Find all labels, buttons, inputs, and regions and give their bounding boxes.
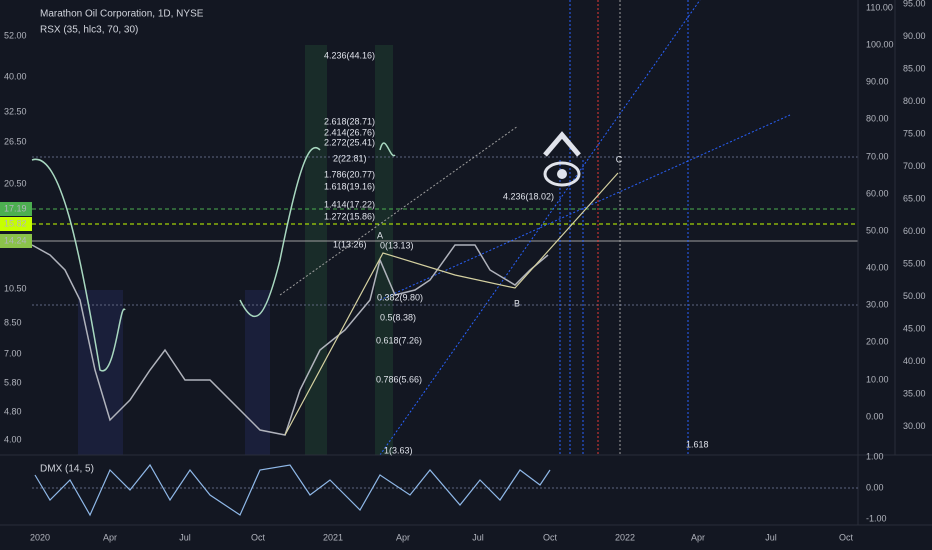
- eye-icon: [543, 161, 581, 187]
- labels: 52.00 40.00 32.50 26.50 20.50 17.19 15.82 14.24…: [4, 0, 926, 542]
- fib-label: 2(22.81): [333, 153, 367, 163]
- wave-point: B: [514, 298, 520, 308]
- price-label: 7.00: [4, 348, 22, 358]
- right-label: 45.00: [903, 323, 926, 333]
- price-label: 26.50: [4, 136, 27, 146]
- fib-label: 2.414(26.76): [324, 127, 375, 137]
- price-label: 10.50: [4, 283, 27, 293]
- indicator-label: RSX (35, hlc3, 70, 30): [40, 25, 138, 36]
- time-label: Apr: [103, 532, 117, 542]
- dmx-label: 1.00: [866, 451, 884, 461]
- rsx-label: 50.00: [866, 225, 889, 235]
- time-label: 2022: [615, 532, 635, 542]
- right-label: 90.00: [903, 31, 926, 41]
- price-label: 14.24: [4, 235, 27, 245]
- fib-label: 1.414(17.22): [324, 199, 375, 209]
- time-label: Oct: [251, 532, 266, 542]
- zone: [305, 45, 327, 455]
- time-label: Jul: [472, 532, 484, 542]
- right-label: 30.00: [903, 421, 926, 431]
- time-label: Apr: [691, 532, 705, 542]
- fib-label: 1.618(19.16): [324, 181, 375, 191]
- rsx-label: 110.00: [866, 2, 893, 12]
- price-label: 20.50: [4, 178, 27, 188]
- fib-label: 2.618(28.71): [324, 116, 375, 126]
- rsx-label: 40.00: [866, 262, 889, 272]
- price-label: 4.00: [4, 434, 22, 444]
- dmx-line: [34, 463, 551, 517]
- rsx-label: 80.00: [866, 113, 889, 123]
- price-label: 40.00: [4, 71, 27, 81]
- right-label: 55.00: [903, 258, 926, 268]
- right-label: 50.00: [903, 291, 926, 301]
- fib-label: 4.236(44.16): [324, 50, 375, 60]
- fib-label: 1(3.63): [384, 445, 413, 455]
- dmx-label: -1.00: [866, 513, 887, 523]
- rsx-label: 90.00: [866, 76, 889, 86]
- right-label: 85.00: [903, 63, 926, 73]
- price-label: 5.80: [4, 377, 22, 387]
- arrow-icon: [543, 131, 581, 157]
- time-label: 2020: [30, 532, 50, 542]
- rsx-label: 60.00: [866, 188, 889, 198]
- fib-label: 1.272(15.86): [324, 211, 375, 221]
- time-lines: [559, 0, 689, 455]
- fib-label: 1.618: [686, 439, 709, 449]
- fib-label: 0.618(7.26): [376, 335, 422, 345]
- eye-icon: [557, 169, 567, 179]
- right-label: 35.00: [903, 388, 926, 398]
- wave-point: A: [377, 230, 383, 240]
- fib-label: 1.786(20.77): [324, 169, 375, 179]
- price-label: 4.80: [4, 406, 22, 416]
- right-label: 60.00: [903, 226, 926, 236]
- rsx-line: [31, 142, 396, 372]
- chart-title: Marathon Oil Corporation, 1D, NYSE: [40, 9, 204, 20]
- price-label: 52.00: [4, 30, 27, 40]
- time-label: Apr: [396, 532, 410, 542]
- time-label: Oct: [839, 532, 854, 542]
- indicator-label: DMX (14, 5): [40, 464, 94, 475]
- price-label: 8.50: [4, 317, 22, 327]
- price-label: 15.82: [4, 218, 27, 228]
- wave-point: C: [616, 154, 623, 164]
- rsx-label: 20.00: [866, 336, 889, 346]
- trend-line: [379, 0, 701, 456]
- right-label: 80.00: [903, 96, 926, 106]
- right-label: 65.00: [903, 193, 926, 203]
- time-label: Jul: [765, 532, 777, 542]
- trend-line: [379, 114, 791, 301]
- price-line: [31, 244, 549, 436]
- time-label: 2021: [323, 532, 343, 542]
- right-label: 70.00: [903, 161, 926, 171]
- trend-line: [279, 125, 519, 296]
- time-label: Oct: [543, 532, 558, 542]
- fib-label: 1(13.26): [333, 239, 367, 249]
- right-label: 95.00: [903, 0, 926, 8]
- fib-label: 2.272(25.41): [324, 137, 375, 147]
- price-label: 32.50: [4, 106, 27, 116]
- dmx-label: 0.00: [866, 482, 884, 492]
- abc-pattern: [284, 172, 619, 436]
- right-label: 75.00: [903, 128, 926, 138]
- fib-label: 0.786(5.66): [376, 374, 422, 384]
- fib-label: 0(13.13): [380, 240, 414, 250]
- rsx-label: 100.00: [866, 39, 894, 49]
- fib-label: 0.382(9.80): [377, 292, 423, 302]
- rsx-label: 30.00: [866, 299, 889, 309]
- rsx-label: 70.00: [866, 151, 889, 161]
- price-label: 17.19: [4, 203, 27, 213]
- rsx-label: 10.00: [866, 374, 889, 384]
- price-badge: [0, 234, 32, 248]
- zone: [78, 290, 123, 455]
- fib-label: 0.5(8.38): [380, 312, 416, 322]
- price-badge: [0, 202, 32, 216]
- fib-label: 4.236(18.02): [503, 191, 554, 201]
- right-label: 40.00: [903, 356, 926, 366]
- price-badge: [0, 217, 32, 231]
- time-label: Jul: [179, 532, 191, 542]
- zone: [245, 290, 270, 455]
- rsx-label: 0.00: [866, 411, 884, 421]
